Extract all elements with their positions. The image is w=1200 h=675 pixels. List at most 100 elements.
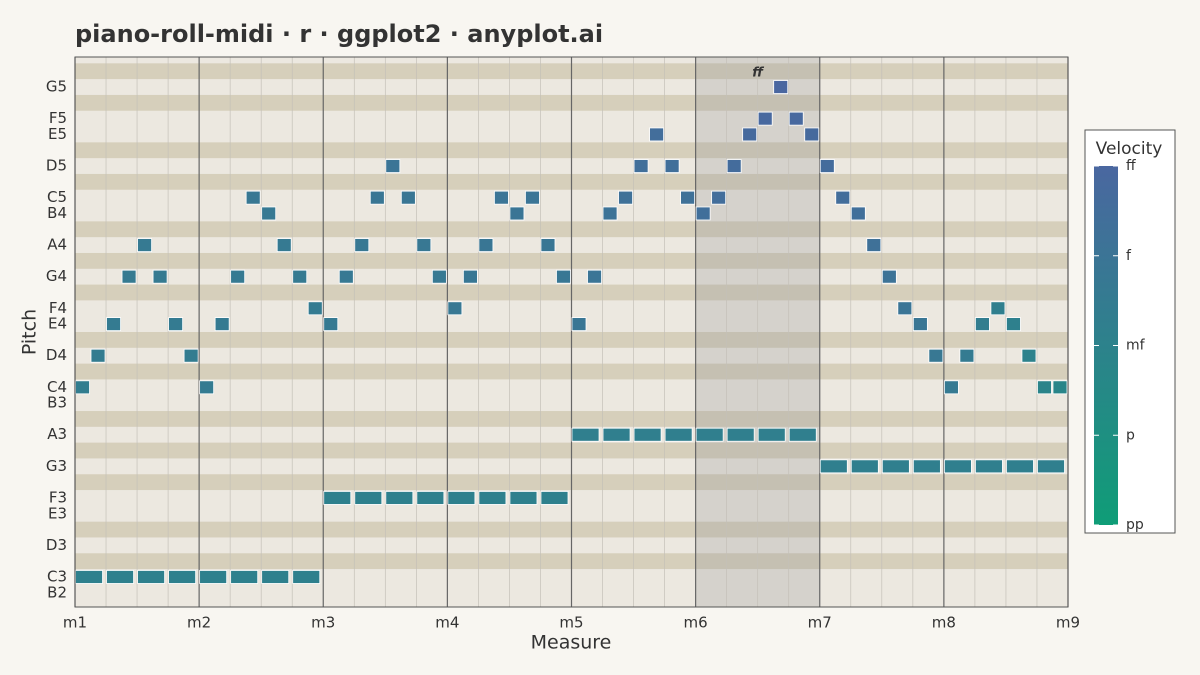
- note: [819, 159, 835, 173]
- legend-title: Velocity: [1096, 139, 1163, 159]
- note: [1006, 459, 1034, 474]
- note: [602, 206, 618, 221]
- note: [478, 491, 507, 505]
- y-axis-label: Pitch: [19, 309, 41, 355]
- y-tick-label: F5: [49, 109, 67, 127]
- note: [1037, 459, 1065, 474]
- x-tick-label: m3: [311, 614, 335, 632]
- note: [881, 269, 897, 284]
- note: [245, 190, 261, 205]
- note: [540, 491, 569, 505]
- note: [928, 348, 944, 363]
- note: [897, 301, 913, 316]
- note: [354, 491, 383, 505]
- y-tick-label: E4: [48, 315, 67, 333]
- note: [106, 317, 121, 331]
- note: [416, 238, 432, 252]
- x-tick-label: m4: [435, 614, 459, 632]
- note: [757, 427, 786, 442]
- note: [152, 269, 168, 284]
- note: [137, 238, 152, 252]
- note: [90, 348, 106, 363]
- y-tick-label: D3: [46, 536, 67, 554]
- y-tick-label: D4: [46, 346, 67, 364]
- legend-label: pp: [1126, 517, 1144, 533]
- note: [354, 238, 370, 252]
- note: [525, 190, 540, 205]
- x-tick-label: m6: [684, 614, 708, 632]
- note: [214, 317, 230, 331]
- note: [602, 427, 631, 442]
- note: [711, 190, 727, 205]
- note: [959, 348, 975, 363]
- y-tick-label: C3: [47, 567, 67, 585]
- y-tick-label: A4: [47, 236, 67, 254]
- note: [866, 238, 882, 252]
- y-tick-label: G3: [46, 457, 67, 475]
- note: [819, 459, 848, 474]
- note: [975, 459, 1003, 474]
- x-axis-label: Measure: [531, 632, 612, 654]
- x-tick-label: m2: [187, 614, 211, 632]
- note: [292, 269, 308, 284]
- note: [649, 127, 664, 142]
- note: [478, 238, 494, 252]
- note: [804, 127, 820, 142]
- note: [1052, 380, 1068, 395]
- note: [106, 570, 134, 584]
- note: [680, 190, 696, 205]
- note: [494, 190, 509, 205]
- y-tick-label: A3: [47, 425, 67, 443]
- note: [975, 317, 990, 331]
- note: [943, 380, 959, 395]
- y-tick-label: C4: [47, 378, 67, 396]
- legend-label: f: [1126, 248, 1132, 264]
- note: [323, 491, 352, 505]
- note: [199, 570, 228, 584]
- note: [587, 269, 602, 284]
- note: [571, 427, 600, 442]
- note: [1037, 380, 1052, 395]
- note: [726, 427, 755, 442]
- x-tick-label: m5: [559, 614, 583, 632]
- note: [307, 301, 323, 316]
- note: [881, 459, 910, 474]
- note: [540, 238, 556, 252]
- note: [556, 269, 571, 284]
- note: [431, 269, 447, 284]
- x-tick-label: m1: [63, 614, 87, 632]
- note: [199, 380, 215, 395]
- note: [338, 269, 354, 284]
- note: [276, 238, 292, 252]
- note: [137, 570, 165, 584]
- y-tick-label: C5: [47, 188, 67, 206]
- note: [571, 317, 587, 331]
- note: [447, 491, 476, 505]
- note: [261, 206, 277, 221]
- note: [183, 348, 199, 363]
- note: [1021, 348, 1037, 363]
- legend-label: mf: [1126, 338, 1146, 354]
- legend-label: p: [1126, 427, 1135, 443]
- note: [757, 111, 773, 126]
- x-tick-label: m7: [808, 614, 832, 632]
- note: [943, 459, 972, 474]
- note: [850, 459, 879, 474]
- note: [788, 111, 804, 126]
- note: [509, 491, 538, 505]
- chart-title: piano-roll-midi · r · ggplot2 · anyplot.…: [75, 20, 603, 48]
- note: [75, 570, 103, 584]
- note: [695, 206, 711, 221]
- y-tick-label: E3: [48, 504, 67, 522]
- plot-border: [74, 56, 1069, 608]
- y-tick-label: F3: [49, 488, 67, 506]
- note: [788, 427, 817, 442]
- y-tick-label: G4: [46, 267, 67, 285]
- annotation: ff: [752, 66, 764, 81]
- note: [664, 427, 693, 442]
- note: [447, 301, 463, 316]
- note: [1006, 317, 1021, 331]
- note: [385, 159, 401, 173]
- note: [323, 317, 339, 331]
